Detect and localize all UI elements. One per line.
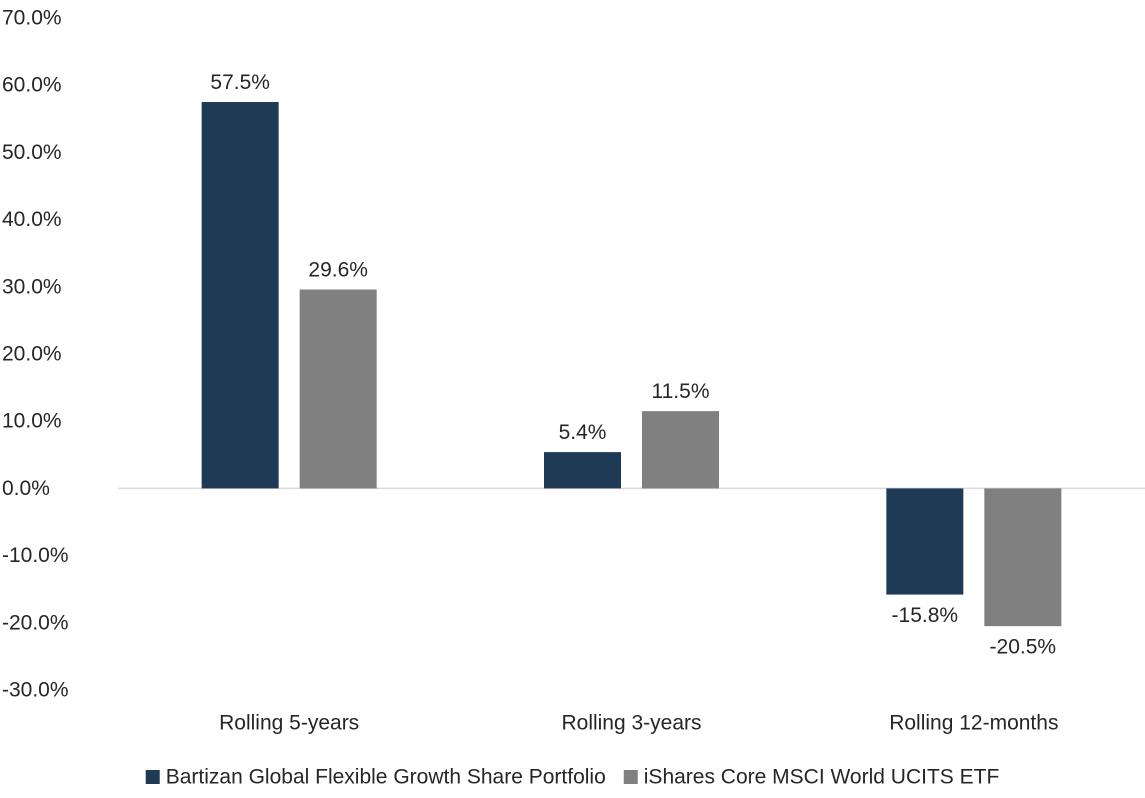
bar-etf-1	[299, 289, 377, 489]
data-label: 57.5%	[210, 71, 270, 94]
y-tick-label: 50.0%	[2, 141, 62, 164]
legend-item: Bartizan Global Flexible Growth Share Po…	[145, 766, 606, 789]
x-tick-label: Rolling 5-years	[219, 712, 359, 735]
data-label: -15.8%	[892, 604, 959, 627]
legend-label: iShares Core MSCI World UCITS ETF	[644, 766, 1000, 789]
bars	[201, 102, 1062, 627]
y-tick-label: -20.0%	[2, 611, 69, 634]
y-tick-label: 0.0%	[2, 477, 50, 500]
data-label: 29.6%	[308, 258, 368, 281]
legend: Bartizan Global Flexible Growth Share Po…	[145, 766, 1000, 789]
data-label: 5.4%	[559, 421, 607, 444]
data-label: -20.5%	[990, 636, 1057, 659]
bar-etf-2	[642, 411, 719, 489]
y-tick-label: 60.0%	[2, 74, 62, 97]
x-tick-label: Rolling 3-years	[561, 712, 701, 735]
bar-etf-3	[984, 488, 1062, 627]
y-tick-label: 40.0%	[2, 208, 62, 231]
data-label: 11.5%	[652, 380, 710, 403]
y-tick-label: 10.0%	[2, 410, 62, 433]
y-tick-label: 20.0%	[2, 343, 62, 366]
legend-item: iShares Core MSCI World UCITS ETF	[623, 766, 1000, 789]
x-axis: Rolling 5-years Rolling 3-years Rolling 12…	[219, 712, 1058, 735]
bar-portfolio-3	[886, 488, 964, 595]
legend-swatch	[623, 770, 638, 784]
bar-portfolio-2	[544, 452, 621, 489]
x-tick-label: Rolling 12-months	[889, 712, 1058, 735]
legend-swatch	[145, 770, 160, 784]
bar-portfolio-1	[201, 102, 279, 489]
y-tick-label: -10.0%	[2, 544, 69, 567]
y-tick-label: 30.0%	[2, 275, 62, 298]
y-axis: 70.0% 60.0% 50.0% 40.0% 30.0% 20.0% 10.0% 0.0% -…	[2, 7, 69, 702]
legend-label: Bartizan Global Flexible Growth Share Po…	[166, 766, 606, 789]
data-labels: 57.5% 29.6% 5.4% 11.5% -15.8% -20.5%	[210, 71, 1056, 659]
y-tick-label: 70.0%	[2, 7, 62, 30]
y-tick-label: -30.0%	[2, 679, 69, 702]
